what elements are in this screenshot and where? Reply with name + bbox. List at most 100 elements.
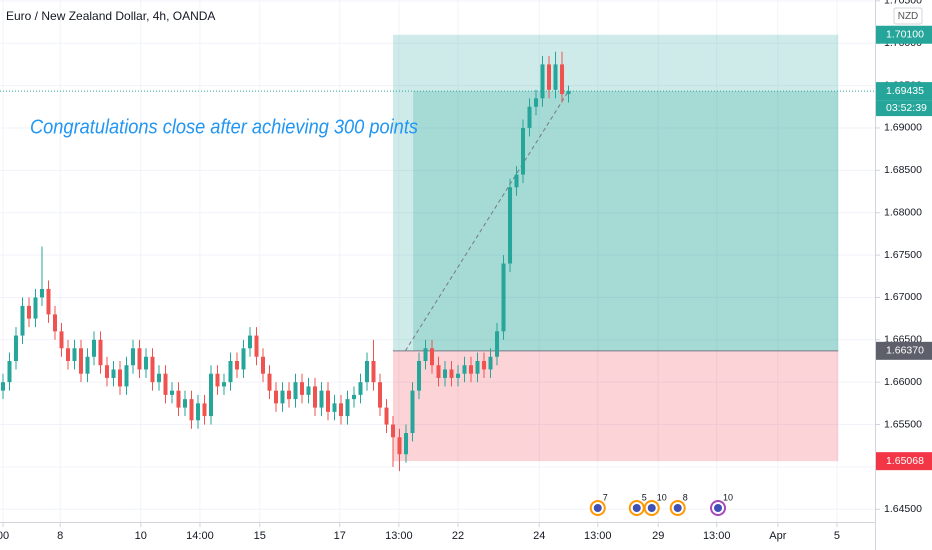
candle-body [0,382,5,391]
event-count: 5 [642,492,647,502]
candle-body [495,331,500,357]
currency-box [893,7,923,25]
candle-body [293,382,298,400]
event-count: 8 [683,492,688,502]
candle-body [436,365,441,378]
candle-body [449,369,454,378]
profit-zone [393,34,839,351]
candle-body [527,106,532,128]
candle-body [137,348,142,370]
candle-body [85,356,90,374]
price-tag-label: 1.65068 [886,455,924,467]
candle-body [111,369,116,378]
event-flag [673,504,682,512]
candle-body [521,127,526,175]
candle-body [20,305,25,336]
candle-body [469,365,474,374]
event-count: 10 [657,492,667,502]
realized-profit [413,91,839,351]
candle-body [182,399,187,408]
candle-body [104,365,109,378]
candle-body [228,360,233,383]
candle-body [540,64,545,99]
x-tick-label: 24 [533,530,545,542]
position-tool [0,34,875,462]
candle-body [488,356,493,370]
candle-body [59,331,64,349]
candle-body [176,390,181,408]
candle-body [456,373,461,378]
candle-body [443,369,448,378]
candle-body [72,348,77,361]
y-tick-label: 1.66000 [884,376,922,388]
candle-body [482,360,487,370]
candle-body [371,360,376,383]
event-flag [593,504,602,512]
candle-body [234,360,239,370]
candle-body [156,373,161,383]
candle-body [241,348,246,370]
event-count: 10 [723,492,733,502]
annotation: Congratulations close after achieving 30… [30,116,418,138]
event-flag [647,504,656,512]
x-tick-label: 17 [334,530,346,542]
candle-body [326,390,331,412]
candle-body [91,339,96,357]
x-tick-label: 14:00 [186,530,214,542]
y-tick-label: 1.65500 [884,418,922,430]
candle-body [26,305,31,319]
candle-body [208,373,213,417]
candle-body [332,403,337,412]
y-tick-label: 1.67500 [884,249,922,261]
event-flag [714,504,723,512]
price-tag-label: 1.69435 [886,85,924,97]
candle-body [195,403,200,421]
candle-body [339,403,344,417]
candle-body [391,424,396,438]
price-tag-label: 1.70100 [886,29,924,41]
candle-body [462,365,467,374]
candle-body [410,390,415,434]
candle-body [534,98,539,107]
candle-body [124,365,129,387]
candle-body [553,64,558,90]
candle-body [163,373,168,395]
candle-body [404,433,409,455]
candle-body [566,91,571,95]
candle-body [508,187,513,264]
candle-body [215,373,220,387]
candle-body [352,394,357,400]
y-tick-label: 1.70500 [884,0,922,7]
candle-body [98,339,103,366]
candle-body [287,390,292,400]
price-tag-label: 1.66370 [886,345,924,357]
candle-body [248,335,252,349]
candle-body [547,64,552,90]
candle-body [365,360,370,383]
candle-body [384,407,389,425]
candle-body [46,288,51,315]
candles [0,51,571,472]
candle-body [78,348,83,374]
candle-body [397,437,402,455]
candle-body [33,297,38,319]
x-tick-label: Apr [769,530,786,542]
candle-body [13,335,18,361]
x-tick-label: 15 [254,530,266,542]
candle-body [143,356,148,370]
y-tick-label: 1.69000 [884,122,922,134]
x-tick-label: 10 [135,530,147,542]
y-tick-label: 1.64500 [884,503,922,515]
grid [0,0,875,522]
x-tick-label: 00 [0,530,9,542]
candle-body [221,382,226,387]
x-tick-label: 8 [57,530,63,542]
candle-body [274,390,279,404]
x-tick-label: 5 [834,530,840,542]
x-tick-label: 29 [652,530,664,542]
candle-body [313,386,318,408]
candle-body [417,360,422,391]
